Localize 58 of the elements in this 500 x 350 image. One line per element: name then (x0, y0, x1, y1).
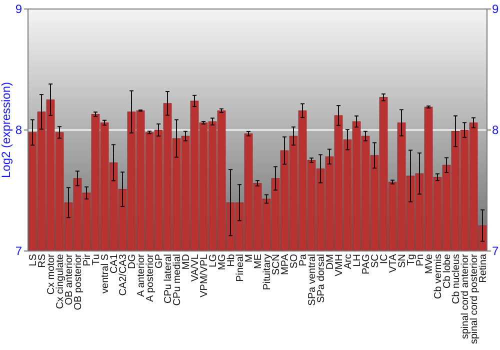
x-tick-label: Tg (406, 254, 417, 266)
y2-tick-label: 8 (492, 123, 499, 138)
x-tick-label: SPa ventral (307, 254, 318, 306)
x-tick-label: PAG (361, 254, 372, 274)
y-tick-label: 8 (15, 123, 22, 138)
y-axis-title: Log2 (expression) (0, 82, 13, 178)
x-tick-label: CA1 (109, 254, 120, 274)
x-tick-label: SC (370, 254, 381, 268)
y2-tick-label: 9 (492, 2, 499, 16)
x-tick-label: MPA (280, 254, 291, 275)
x-tick-label: Hb (226, 254, 237, 267)
x-tick-label: IC (379, 254, 390, 264)
x-tick-label: A anterior (136, 253, 147, 297)
x-tick-label: Cb lobe (442, 254, 453, 288)
x-tick-label: Tu (91, 254, 102, 266)
x-tick-label: GP (154, 254, 165, 268)
x-tick-label: OB posterior (73, 253, 84, 310)
x-tick-label: VMH (334, 254, 345, 276)
x-tick-label: Cb vermis (433, 254, 444, 300)
x-tick-label: M (244, 254, 255, 262)
x-tick-label: MG (217, 254, 228, 270)
x-tick-label: CA2/CA3 (118, 254, 129, 296)
x-tick-label: A posterior (145, 253, 156, 302)
x-tick-label: VTA (388, 254, 399, 273)
x-tick-label: spinal cord posterior (469, 253, 480, 344)
y-tick-label: 7 (15, 244, 22, 258)
x-tick-label: Pituitary (262, 254, 273, 290)
x-tick-label: SPa dorsal (316, 254, 327, 303)
x-tick-label: Pineal (235, 254, 246, 282)
x-tick-label: MD (181, 254, 192, 270)
x-tick-label: ME (253, 254, 264, 269)
x-tick-label: Arc (343, 254, 354, 269)
x-tick-label: Retina (478, 254, 489, 283)
x-tick-label: OB anterior (64, 253, 75, 306)
x-tick-label: DM (325, 254, 336, 270)
x-tick-label: Pn (415, 254, 426, 266)
x-tick-label: CPu lateral (163, 254, 174, 304)
x-tick-label: LG (208, 254, 219, 268)
x-tick-label: DG (127, 254, 138, 269)
x-tick-label: LS (28, 254, 39, 266)
y2-tick-label: 7 (492, 244, 499, 258)
x-tick-label: SO (289, 254, 300, 268)
x-tick-label: LH (352, 254, 363, 267)
x-tick-label: Pa (298, 254, 309, 266)
x-tick-label: SCN (271, 254, 282, 276)
x-tick-label: Cx cingulate (55, 254, 66, 310)
x-tick-label: Cb nucleus (451, 254, 462, 304)
x-tick-label: VPM/VPL (199, 254, 210, 298)
x-tick-label: Cx motor (46, 253, 57, 295)
x-tick-label: MVe (424, 254, 435, 274)
x-tick-label: SN (397, 254, 408, 268)
x-tick-label: spinal cord anterior (460, 253, 471, 340)
x-tick-label: VA/VL (190, 254, 201, 282)
x-tick-label: Pir (82, 253, 93, 266)
y-tick-label: 9 (15, 2, 22, 16)
x-tick-label: RS (37, 254, 48, 268)
x-tick-label: CPu medial (172, 254, 183, 306)
x-tick-label: ventral S (100, 254, 111, 294)
